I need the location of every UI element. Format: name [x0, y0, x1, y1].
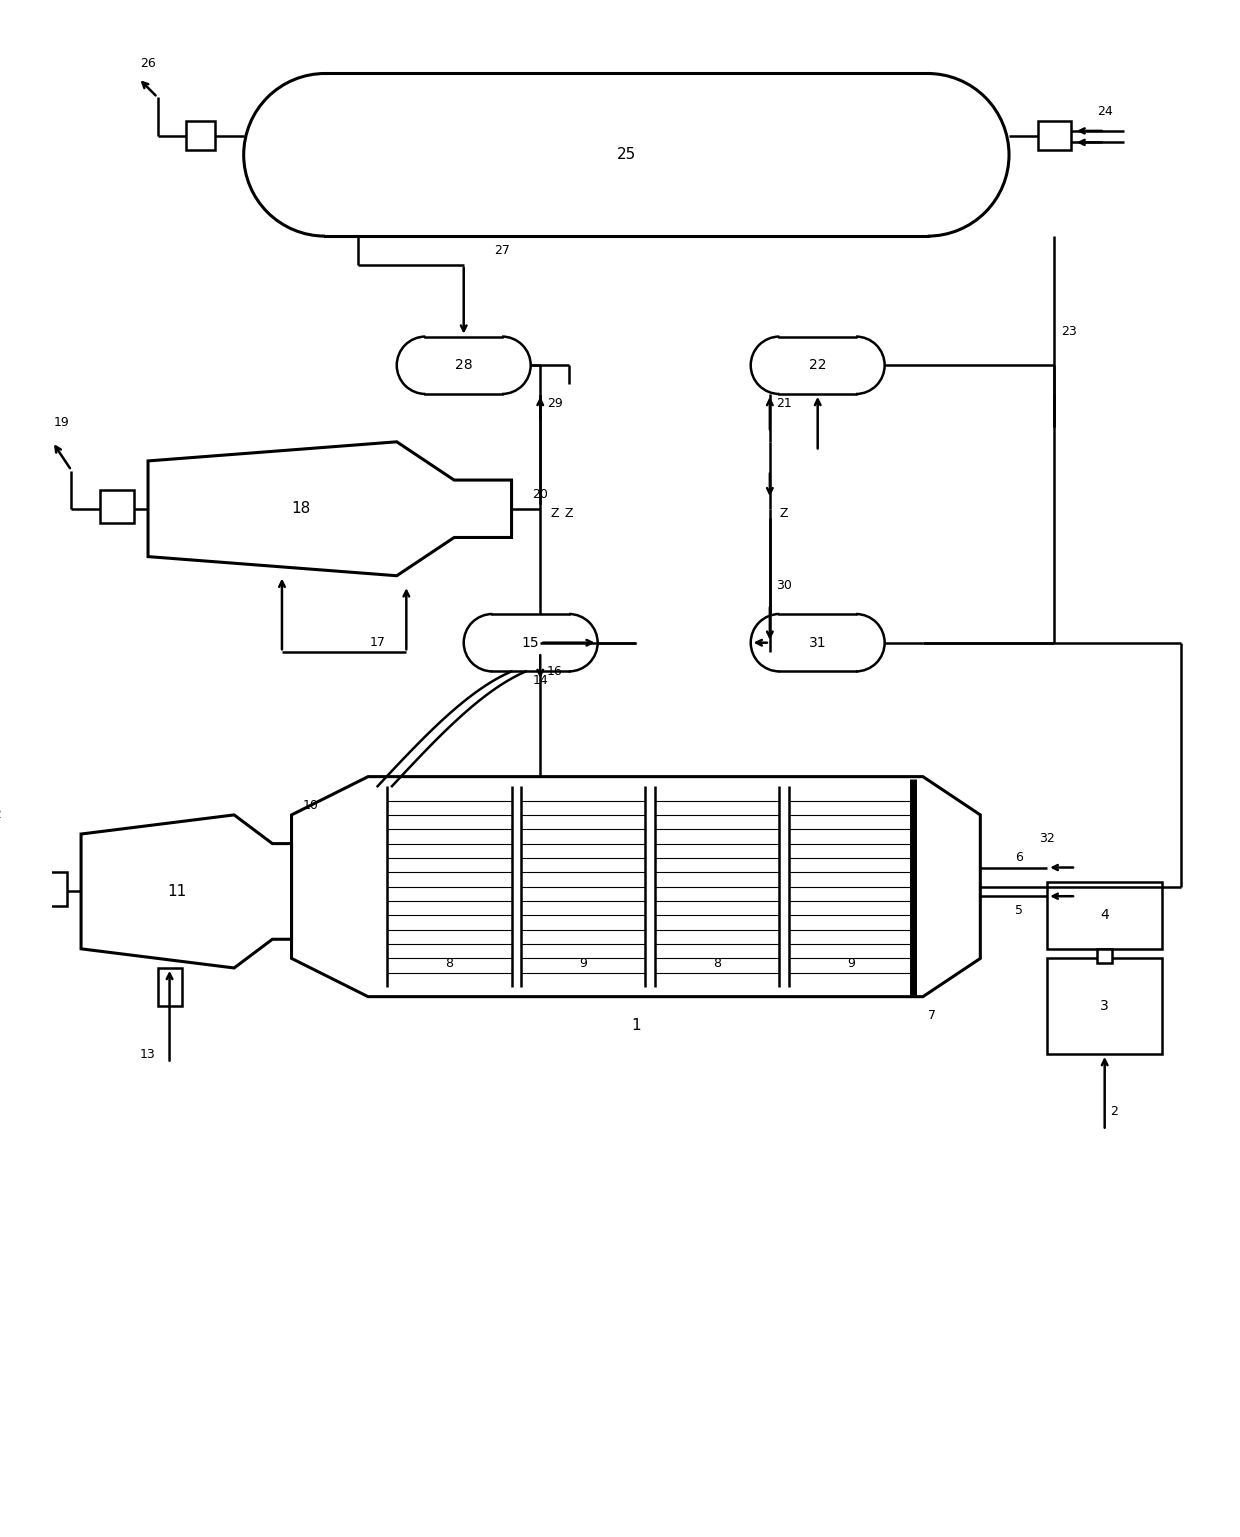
Text: 22: 22 — [808, 358, 826, 372]
Text: 9: 9 — [579, 956, 588, 970]
Polygon shape — [148, 441, 512, 576]
Text: 23: 23 — [1061, 326, 1076, 338]
Text: 17: 17 — [370, 636, 386, 649]
Bar — [1048, 959, 1162, 1054]
Text: 12: 12 — [0, 808, 2, 821]
Text: 21: 21 — [776, 397, 792, 410]
Bar — [186, 121, 215, 151]
Text: 3: 3 — [1100, 999, 1109, 1013]
Bar — [1097, 948, 1112, 964]
Text: 30: 30 — [776, 579, 792, 592]
Polygon shape — [291, 776, 368, 996]
Text: 15: 15 — [522, 636, 539, 650]
Text: 16: 16 — [547, 666, 563, 678]
Text: 9: 9 — [847, 956, 856, 970]
Text: 6: 6 — [1014, 851, 1023, 864]
Text: 19: 19 — [55, 417, 69, 429]
Text: 13: 13 — [140, 1048, 156, 1061]
Polygon shape — [81, 815, 291, 968]
Text: 26: 26 — [140, 57, 156, 71]
Text: 1: 1 — [631, 1017, 641, 1033]
Text: Z: Z — [551, 507, 559, 520]
Bar — [157, 968, 181, 1007]
Text: 31: 31 — [808, 636, 827, 650]
Text: 14: 14 — [532, 675, 548, 687]
Bar — [100, 490, 134, 523]
Text: 2: 2 — [1110, 1105, 1118, 1117]
Text: 18: 18 — [291, 501, 311, 516]
Text: 32: 32 — [1039, 833, 1055, 845]
Text: 8: 8 — [445, 956, 454, 970]
Text: 11: 11 — [167, 884, 186, 899]
Text: 7: 7 — [929, 1010, 936, 1022]
Polygon shape — [291, 776, 981, 996]
Bar — [1048, 882, 1162, 948]
Text: 5: 5 — [1014, 904, 1023, 918]
Text: 4: 4 — [1100, 908, 1109, 922]
Text: 27: 27 — [494, 244, 510, 257]
Text: 8: 8 — [713, 956, 722, 970]
Text: 28: 28 — [455, 358, 472, 372]
Text: 20: 20 — [532, 487, 548, 501]
Text: 25: 25 — [616, 148, 636, 163]
Text: Z: Z — [780, 507, 789, 520]
Text: 10: 10 — [303, 799, 319, 812]
Text: Z: Z — [564, 507, 573, 520]
Bar — [1038, 121, 1071, 151]
Bar — [33, 873, 67, 905]
Text: 29: 29 — [547, 397, 563, 410]
Text: 24: 24 — [1097, 105, 1112, 118]
